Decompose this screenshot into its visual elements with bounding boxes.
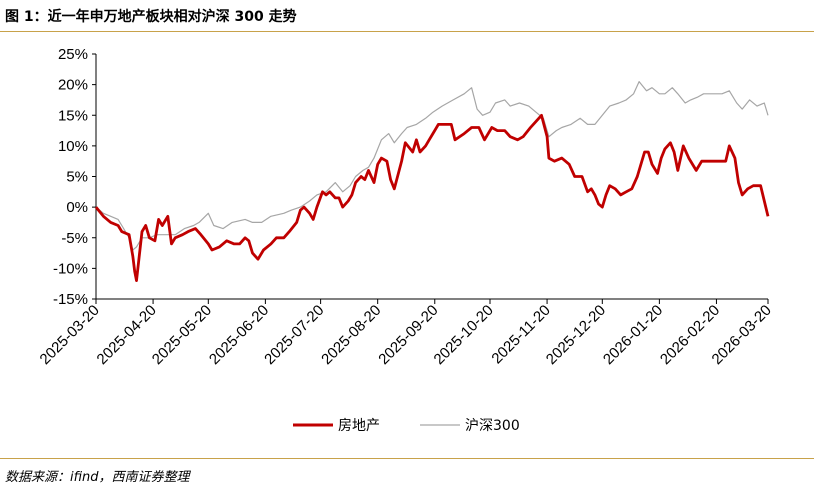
y-axis-ticks: 25% 20% 15% 10% 5% 0% -5% -10% -15% xyxy=(53,46,96,308)
legend-item-real-estate: 房地产 xyxy=(293,418,380,434)
y-tick-label: 10% xyxy=(58,138,88,155)
y-tick-label: -15% xyxy=(53,291,88,308)
y-tick-label: 20% xyxy=(58,77,88,94)
y-tick-label: 5% xyxy=(66,169,88,186)
x-tick-label: 2025-07-20 xyxy=(261,302,327,368)
figure-title: 图 1：近一年申万地产板块相对沪深 300 走势 xyxy=(5,9,297,25)
top-rule xyxy=(0,31,814,32)
legend-label: 房地产 xyxy=(338,418,380,434)
x-tick-label: 2025-10-20 xyxy=(431,302,497,368)
x-axis-ticks: 2025-03-202025-04-202025-05-202025-06-20… xyxy=(37,299,775,368)
legend-label: 沪深300 xyxy=(465,418,520,434)
series-line-real-estate xyxy=(94,113,770,282)
y-tick-label: 15% xyxy=(58,107,88,124)
series-layer xyxy=(94,81,770,282)
series-line-csi300 xyxy=(95,81,769,251)
x-tick-label: 2025-05-20 xyxy=(149,302,215,368)
x-tick-label: 2025-03-20 xyxy=(37,302,103,368)
line-chart: 25%20%15%10%5%0%-5%-10%-15% 2025-03-2020… xyxy=(37,46,775,434)
y-tick-label: -5% xyxy=(61,230,88,247)
legend: 房地产 沪深300 xyxy=(293,418,520,434)
y-tick-label: 25% xyxy=(58,46,88,63)
x-tick-label: 2025-08-20 xyxy=(318,302,384,368)
x-tick-label: 2025-12-20 xyxy=(543,302,609,368)
y-tick-label: -10% xyxy=(53,260,88,277)
source-note: 数据来源：ifind，西南证券整理 xyxy=(5,470,190,485)
bottom-rule xyxy=(0,458,814,459)
legend-item-csi300: 沪深300 xyxy=(420,418,520,434)
x-tick-label: 2026-01-20 xyxy=(600,302,666,368)
y-tick-label: 0% xyxy=(66,199,88,216)
